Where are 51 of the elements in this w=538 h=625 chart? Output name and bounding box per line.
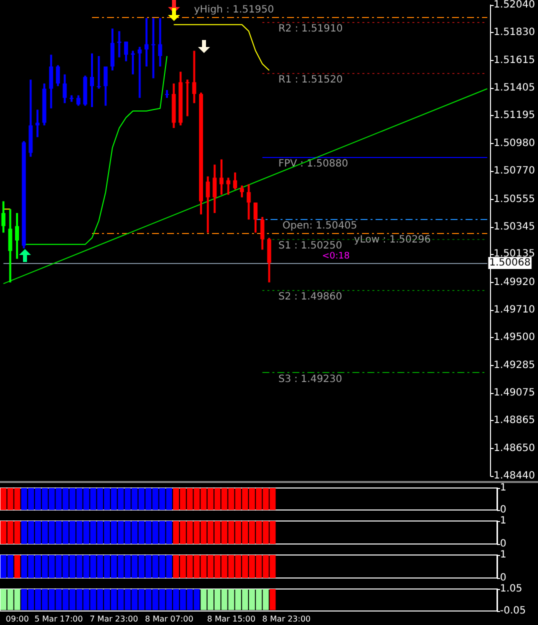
candlestick (138, 46, 142, 98)
ref-line-label: R2 : 1.51910 (278, 24, 343, 35)
y-tick-label: 1.51830 (494, 26, 536, 38)
y-tick-label: 1.48865 (494, 414, 536, 426)
y-tick-label: 1 (500, 482, 506, 494)
x-tick-label: 8 Mar 23:00 (262, 614, 311, 624)
candlestick (144, 18, 149, 66)
candlestick (185, 80, 190, 116)
y-tick-label: 1 (500, 516, 506, 526)
y-tick-label: 1.48440 (494, 470, 536, 482)
y-tick-label: 1.51405 (494, 82, 536, 94)
x-tick-label: 8 Mar 07:00 (144, 614, 194, 624)
ref-line-label: FPV : 1.50880 (278, 158, 348, 170)
y-tick-label: 1.51615 (494, 55, 536, 66)
x-tick-label: 8 Mar 15:00 (207, 614, 256, 624)
ref-line-label: S1 : 1.50250 (278, 240, 342, 252)
candlestick (96, 56, 101, 89)
y-tick-label: 1.50555 (494, 194, 536, 205)
line-series (23, 56, 168, 245)
ref-line-label: 1.50068 (489, 258, 531, 269)
y-tick-label: 1 (500, 550, 506, 560)
y-tick-label: 1.50770 (494, 166, 536, 177)
y-tick-label: 1.50980 (494, 138, 536, 150)
annotation: <0:18 (322, 252, 350, 262)
ref-line-label: yHigh : 1.51950 (194, 4, 274, 16)
ref-line-label: yLow : 1.50296 (354, 234, 431, 246)
x-tick-label: 09:00 (6, 614, 29, 624)
x-tick-label: 7 Mar 23:00 (90, 614, 138, 624)
y-tick-label: 0 (500, 504, 506, 516)
y-tick-label: 1.48650 (494, 443, 536, 454)
y-tick-label: 1.52040 (494, 0, 536, 10)
ref-line-label: R1 : 1.51520 (278, 74, 343, 86)
ref-line-label: Open: 1.50405 (282, 220, 358, 232)
y-tick-label: 1.05 (500, 584, 522, 594)
y-tick-label: 0 (500, 538, 506, 550)
line-series (173, 24, 270, 71)
ref-line-label: S3 : 1.49230 (278, 374, 342, 386)
y-tick-label: 1.49285 (494, 360, 536, 371)
candlestick (151, 18, 156, 78)
y-tick-label: 1.49710 (494, 304, 536, 316)
candlestick (35, 110, 40, 138)
y-tick-label: 1.51195 (494, 110, 536, 122)
y-tick-label: 1.49920 (494, 276, 536, 288)
candlestick (117, 31, 122, 58)
y-tick-label: -0.05 (500, 606, 526, 616)
ref-line-label: S2 : 1.49860 (278, 292, 342, 303)
y-tick-label: 0 (500, 572, 506, 584)
y-tick-label: 1.49075 (494, 387, 536, 398)
y-tick-label: 1.50345 (494, 221, 536, 232)
x-tick-label: 5 Mar 17:00 (34, 614, 83, 624)
y-tick-label: 1.49500 (494, 332, 536, 343)
